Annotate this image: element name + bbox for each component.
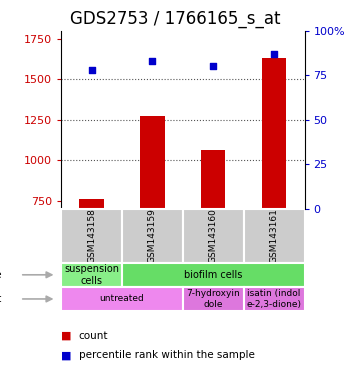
Text: suspension
cells: suspension cells xyxy=(64,264,119,286)
Text: 7-hydroxyin
dole: 7-hydroxyin dole xyxy=(187,289,240,309)
Bar xyxy=(140,116,164,209)
Text: GSM143158: GSM143158 xyxy=(87,208,96,263)
Text: ■: ■ xyxy=(61,350,72,360)
Text: ■: ■ xyxy=(61,331,72,341)
Bar xyxy=(61,287,183,311)
Point xyxy=(89,67,95,73)
Bar xyxy=(79,199,104,209)
Bar xyxy=(183,209,244,263)
Text: biofilm cells: biofilm cells xyxy=(184,270,243,280)
Point xyxy=(150,58,155,64)
Bar xyxy=(61,263,122,287)
Bar xyxy=(262,58,286,209)
Text: isatin (indol
e-2,3-dione): isatin (indol e-2,3-dione) xyxy=(247,289,302,309)
Text: percentile rank within the sample: percentile rank within the sample xyxy=(79,350,255,360)
Text: GSM143160: GSM143160 xyxy=(209,208,218,263)
Bar xyxy=(122,209,183,263)
Bar xyxy=(244,209,304,263)
Bar xyxy=(183,287,244,311)
Bar xyxy=(201,151,225,209)
Bar xyxy=(244,287,304,311)
Text: GDS2753 / 1766165_s_at: GDS2753 / 1766165_s_at xyxy=(70,10,280,28)
Bar xyxy=(61,209,122,263)
Text: cell type: cell type xyxy=(0,270,2,280)
Point xyxy=(271,51,277,57)
Text: agent: agent xyxy=(0,294,2,304)
Text: count: count xyxy=(79,331,108,341)
Point xyxy=(210,63,216,70)
Bar xyxy=(122,263,304,287)
Text: untreated: untreated xyxy=(100,295,145,303)
Text: GSM143159: GSM143159 xyxy=(148,208,157,263)
Text: GSM143161: GSM143161 xyxy=(270,208,279,263)
